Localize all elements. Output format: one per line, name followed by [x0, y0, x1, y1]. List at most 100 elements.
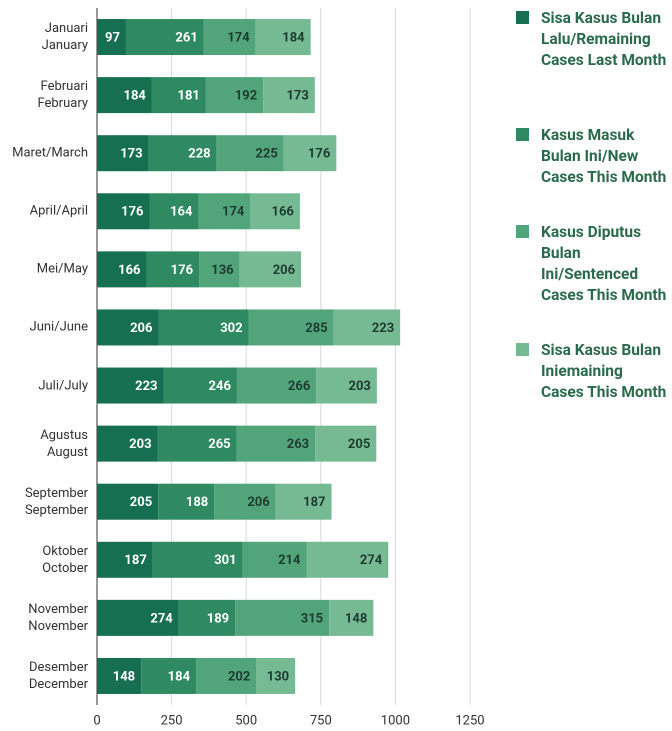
x-tick-label: 750: [310, 713, 332, 728]
legend-swatch: [516, 343, 529, 356]
value-label: 176: [308, 147, 331, 162]
value-label: 263: [287, 437, 309, 452]
bar-segment: [97, 483, 159, 520]
bar-segment: [97, 599, 179, 636]
bar-segment: [256, 657, 296, 694]
bar-segment: [97, 425, 158, 462]
value-label: 176: [121, 205, 144, 220]
value-label: 189: [207, 611, 229, 626]
bar-segment: [178, 599, 236, 636]
bar-segment: [239, 251, 302, 288]
bar-segment: [306, 541, 389, 578]
value-label: 261: [175, 30, 197, 45]
value-label: 187: [303, 495, 325, 510]
legend-label: Kasus Diputus Bulan Ini/Sentenced Cases …: [541, 223, 667, 304]
legend-item: Sisa Kasus Bulan Iniemaining Cases This …: [516, 340, 672, 403]
bar-segment: [97, 19, 126, 56]
value-label: 274: [150, 611, 173, 626]
bar-segment: [214, 483, 276, 520]
bar-segment: [248, 309, 334, 346]
y-tick-label: Maret/March: [12, 145, 88, 161]
bar-segment: [250, 193, 300, 230]
bar-segment: [329, 599, 374, 636]
bar-segment: [97, 367, 164, 404]
x-tick-label: 500: [235, 713, 257, 728]
bar-segment: [158, 483, 215, 520]
value-label: 206: [273, 263, 296, 278]
value-label: 285: [305, 321, 327, 336]
value-label: 164: [170, 205, 193, 220]
value-label: 184: [282, 30, 305, 45]
value-label: 223: [135, 379, 157, 394]
bar-segment: [163, 367, 237, 404]
x-tick-label: 1000: [381, 713, 410, 728]
bar-segment: [199, 251, 240, 288]
value-label: 206: [130, 321, 153, 336]
value-label: 148: [345, 611, 367, 626]
value-label: 97: [105, 30, 120, 45]
value-label: 173: [120, 147, 142, 162]
value-label: 181: [178, 89, 200, 104]
y-tick-label: Oktober October: [42, 543, 88, 576]
bar-segment: [236, 367, 317, 404]
value-label: 315: [301, 611, 323, 626]
bar-segment: [146, 251, 200, 288]
value-label: 301: [214, 553, 236, 568]
y-tick-label: Februari February: [37, 79, 88, 112]
value-label: 148: [113, 669, 135, 684]
legend-item: Kasus Masuk Bulan Ini/New Cases This Mon…: [516, 125, 672, 188]
value-label: 203: [129, 437, 151, 452]
value-label: 206: [247, 495, 270, 510]
bar-segment: [315, 425, 377, 462]
value-label: 246: [209, 379, 232, 394]
bar-segment: [283, 135, 337, 172]
y-tick-label: Agustus August: [40, 427, 88, 460]
legend-label: Sisa Kasus Bulan Iniemaining Cases This …: [541, 341, 667, 401]
bar-segment: [203, 19, 256, 56]
value-label: 176: [171, 263, 194, 278]
value-label: 173: [286, 89, 308, 104]
bar-segment: [198, 193, 251, 230]
bar-segment: [216, 135, 284, 172]
bar-segment: [196, 657, 257, 694]
bar-segment: [151, 77, 206, 114]
legend-item: Sisa Kasus Bulan Lalu/Remaining Cases La…: [516, 8, 672, 71]
bar-segment: [275, 483, 332, 520]
legend-swatch: [516, 11, 529, 24]
y-tick-label: September September: [24, 485, 88, 518]
bar-segment: [97, 77, 152, 114]
bar-segment: [158, 309, 249, 346]
value-label: 203: [349, 379, 371, 394]
value-label: 223: [372, 321, 394, 336]
value-label: 265: [208, 437, 230, 452]
y-tick-label: Desember December: [28, 659, 88, 692]
y-tick-label: November November: [28, 601, 88, 634]
bar-segment: [97, 541, 153, 578]
y-tick-label: Juli/July: [38, 378, 88, 394]
value-label: 166: [272, 205, 295, 220]
value-label: 266: [288, 379, 311, 394]
legend-swatch: [516, 225, 529, 238]
value-label: 174: [227, 30, 250, 45]
bar-segment: [148, 135, 217, 172]
bar-segment: [236, 425, 316, 462]
x-tick-label: 1250: [455, 713, 484, 728]
bar-segment: [149, 193, 199, 230]
x-tick-label: 0: [93, 713, 100, 728]
value-label: 188: [186, 495, 208, 510]
bar-segment: [97, 309, 159, 346]
value-label: 130: [267, 669, 289, 684]
value-label: 184: [168, 669, 191, 684]
bar-segment: [205, 77, 264, 114]
bar-segment: [157, 425, 237, 462]
bar-segment: [125, 19, 204, 56]
bar-segment: [235, 599, 330, 636]
value-label: 214: [278, 553, 301, 568]
bar-segment: [97, 135, 149, 172]
legend-swatch: [516, 128, 529, 141]
y-tick-label: April/April: [29, 203, 88, 219]
bar-segment: [141, 657, 197, 694]
y-tick-label: Mei/May: [36, 261, 88, 277]
bar-segment: [97, 193, 150, 230]
